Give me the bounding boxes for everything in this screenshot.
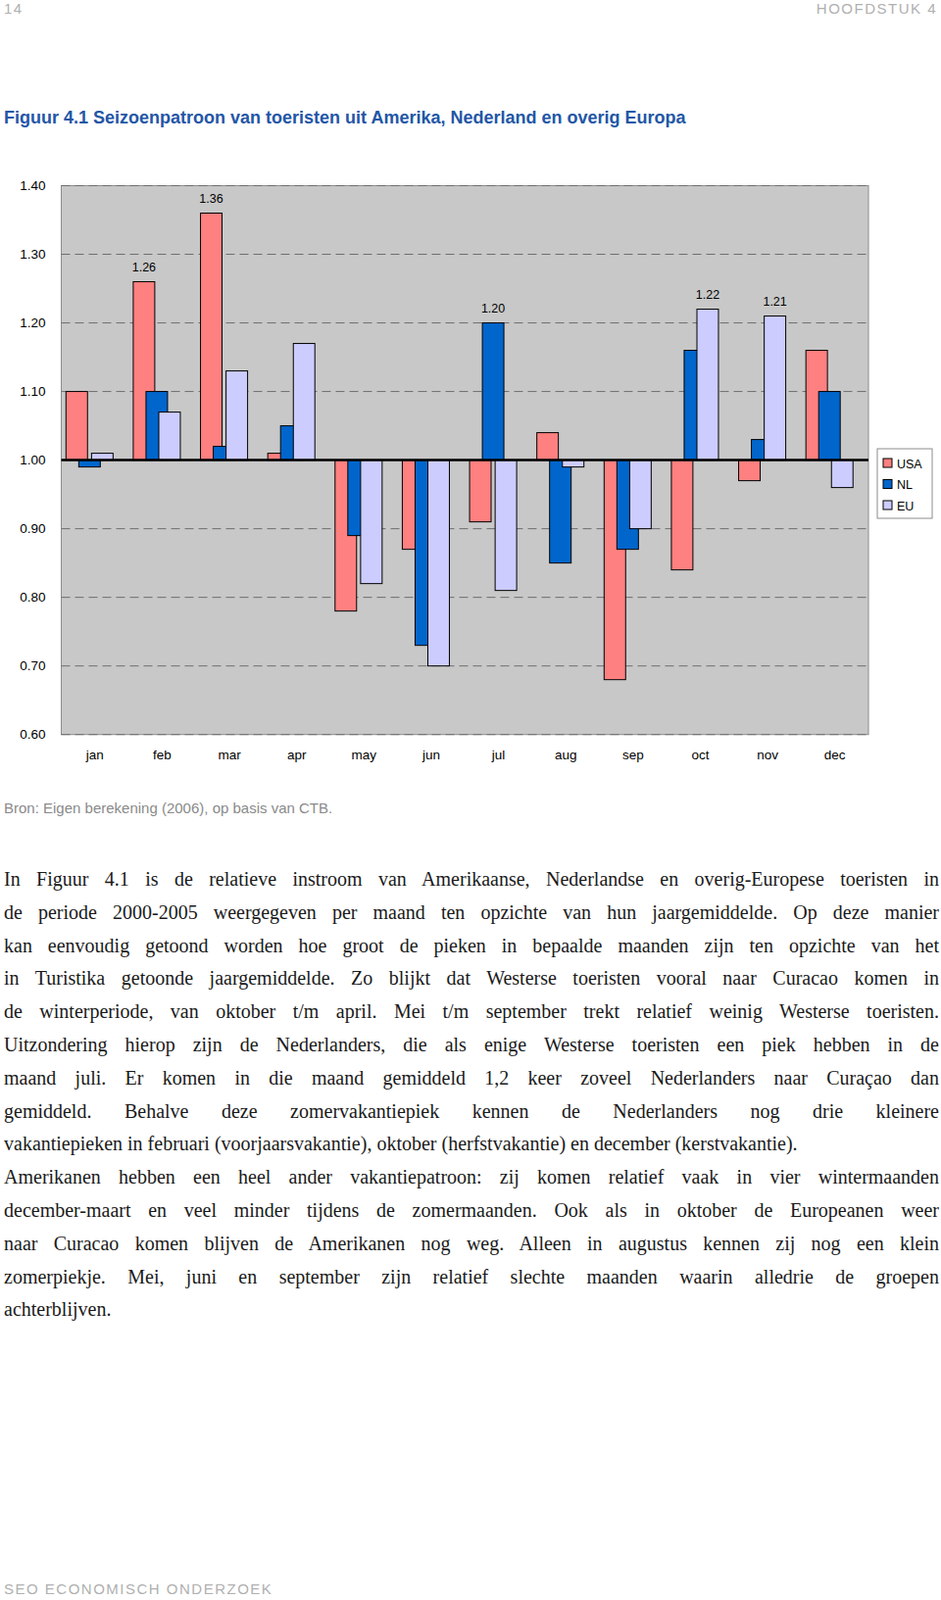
bar <box>65 392 88 461</box>
bar <box>360 460 383 585</box>
bar <box>158 412 181 461</box>
bar <box>629 460 651 530</box>
x-tick-label: feb <box>152 747 172 763</box>
bar <box>428 460 450 667</box>
bar <box>469 460 492 523</box>
text-line: kan eenvoudig getoond worden hoe groot d… <box>3 929 940 963</box>
text-line: de periode 2000-2005 weergegeven per maa… <box>3 895 940 930</box>
grid-line <box>61 665 870 667</box>
x-tick-label: nov <box>756 747 779 763</box>
chart: 0.60 0.70 0.80 0.90 1.00 1.10 1.20 1.30 1.40 1.26… <box>0 0 941 785</box>
text-line: december-maart en veel minder tijdens de… <box>3 1193 940 1228</box>
page-number: 14 <box>3 0 24 17</box>
text-line: vakantiepieken in februari (voorjaarsvak… <box>3 1127 940 1161</box>
plot-area <box>61 186 870 736</box>
grid-line <box>61 734 870 736</box>
bar <box>764 316 787 461</box>
figure-title: Figuur 4.1 Seizoenpatroon van toeristen … <box>3 107 686 129</box>
x-tick-label: oct <box>691 747 709 763</box>
bar <box>696 309 719 461</box>
grid-line <box>61 253 870 255</box>
data-label: 1.26 <box>132 260 156 275</box>
y-tick-label: 0.60 <box>19 727 46 743</box>
y-tick-label: 0.70 <box>19 658 46 674</box>
x-tick-label: aug <box>554 747 578 763</box>
bar <box>200 213 223 461</box>
grid-line <box>61 459 870 461</box>
x-tick-label: jul <box>491 747 506 763</box>
data-label: 1.36 <box>198 192 223 206</box>
legend-swatch <box>883 458 892 468</box>
text-line: In Figuur 4.1 is de relatieve instroom v… <box>3 862 940 896</box>
legend-box <box>877 448 933 519</box>
bar <box>293 344 315 461</box>
bar <box>549 460 572 564</box>
legend-swatch <box>883 480 892 490</box>
grid-line <box>61 596 870 598</box>
y-tick-label: 1.10 <box>19 384 46 399</box>
text-line: Amerikanen hebben een heel ander vakanti… <box>3 1160 940 1194</box>
bars <box>65 213 853 681</box>
y-tick-label: 1.40 <box>19 178 46 194</box>
text-line: maand juli. Er komen in die maand gemidd… <box>3 1061 940 1095</box>
text-line: in Turistika getoonde jaargemiddelde. Zo… <box>3 961 940 995</box>
legend-label: NL <box>896 478 913 493</box>
grid-line <box>61 391 870 393</box>
bar <box>226 371 248 461</box>
text-line: zomerpiekje. Mei, juni en september zijn… <box>3 1260 940 1294</box>
bar <box>495 460 517 592</box>
footer: SEO ECONOMISCH ONDERZOEK <box>3 1581 273 1598</box>
data-label: 1.20 <box>481 301 505 316</box>
text-line: naar Curacao komen blijven de Amerikanen… <box>3 1227 940 1261</box>
x-tick-label: sep <box>622 747 644 763</box>
x-tick-label: may <box>351 747 378 763</box>
y-tick-label: 0.90 <box>19 521 46 537</box>
y-tick-label: 1.00 <box>19 452 46 468</box>
chapter-label: HOOFDSTUK 4 <box>816 0 938 17</box>
bar <box>671 460 694 571</box>
bar <box>739 460 761 482</box>
bar <box>537 433 559 461</box>
y-tick-label: 0.80 <box>19 590 46 605</box>
y-tick-label: 1.20 <box>19 315 46 331</box>
y-tick-label: 1.30 <box>19 247 46 262</box>
x-tick-label: jun <box>421 747 441 763</box>
x-tick-label: apr <box>287 747 307 763</box>
text-line: achterblijven. <box>3 1292 940 1327</box>
bar <box>831 460 853 489</box>
grid-line <box>61 528 870 530</box>
figure-source: Bron: Eigen berekening (2006), op basis … <box>3 799 333 817</box>
data-label: 1.21 <box>762 295 787 309</box>
bar <box>482 323 504 461</box>
x-tick-label: jan <box>85 747 104 763</box>
x-tick-label: dec <box>824 747 846 763</box>
data-label: 1.22 <box>695 288 720 302</box>
baseline <box>61 458 870 462</box>
x-tick-label: mar <box>217 747 242 763</box>
grid-line <box>61 322 870 324</box>
bar <box>818 392 841 461</box>
text-line: de winterperiode, van oktober t/m april.… <box>3 994 940 1029</box>
legend-swatch <box>883 500 892 510</box>
legend-label: USA <box>896 457 923 472</box>
legend-label: EU <box>896 499 914 514</box>
grid-line <box>61 185 870 187</box>
text-line: gemiddeld. Behalve deze zomervakantiepie… <box>3 1094 940 1129</box>
text-line: Uitzondering hierop zijn de Nederlanders… <box>3 1028 940 1062</box>
